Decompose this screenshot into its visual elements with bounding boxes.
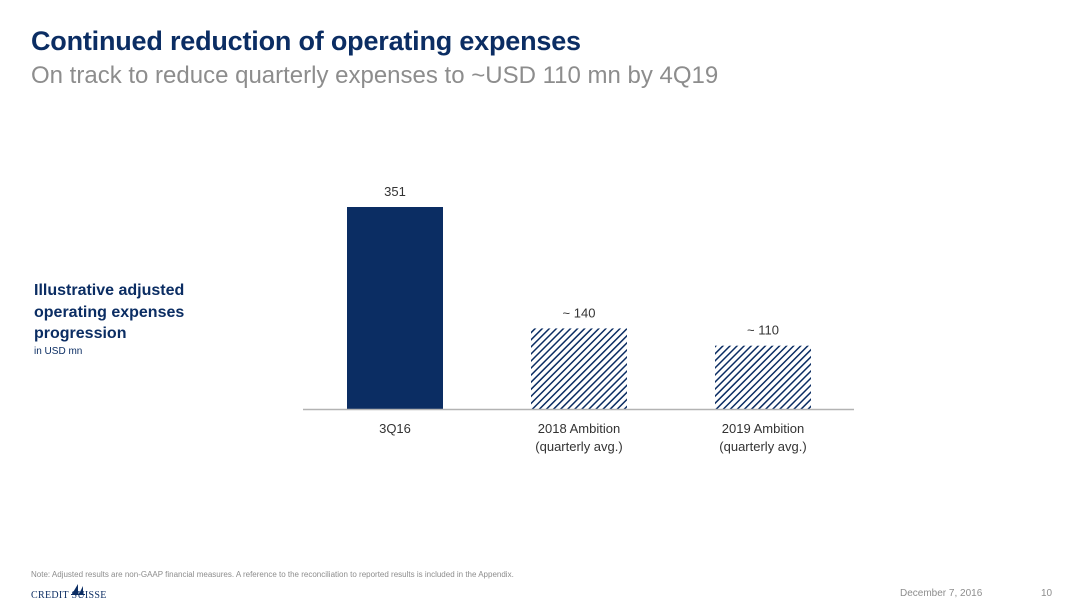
chart-side-title: Illustrative adjusted operating expenses… xyxy=(34,282,185,342)
category-label-3-line-2: (quarterly avg.) xyxy=(719,439,806,454)
slide-subtitle: On track to reduce quarterly expenses to… xyxy=(31,62,719,89)
logo-text: CREDIT SUISSE xyxy=(31,590,107,601)
sails-icon xyxy=(70,584,85,595)
chart-side-label: Illustrative adjusted operating expenses… xyxy=(34,280,234,357)
bar-2 xyxy=(531,328,627,409)
category-label-2-line-2: (quarterly avg.) xyxy=(535,439,622,454)
company-logo: CREDIT SUISSE xyxy=(31,584,106,601)
data-label-3: ~ 110 xyxy=(747,323,779,338)
bar-1 xyxy=(347,207,443,409)
data-label-1: 351 xyxy=(384,184,406,199)
category-label-2-line-1: 2018 Ambition xyxy=(538,421,620,436)
page-number: 10 xyxy=(1041,588,1053,599)
presentation-date: December 7, 2016 xyxy=(900,588,983,599)
category-label-1: 3Q16 xyxy=(379,421,411,436)
bar-3 xyxy=(715,345,811,409)
data-label-2: ~ 140 xyxy=(563,305,596,320)
slide-title: Continued reduction of operating expense… xyxy=(31,26,581,56)
footnote: Note: Adjusted results are non-GAAP fina… xyxy=(31,570,514,579)
category-label-3-line-1: 2019 Ambition xyxy=(722,421,804,436)
chart-unit-label: in USD mn xyxy=(34,345,83,357)
